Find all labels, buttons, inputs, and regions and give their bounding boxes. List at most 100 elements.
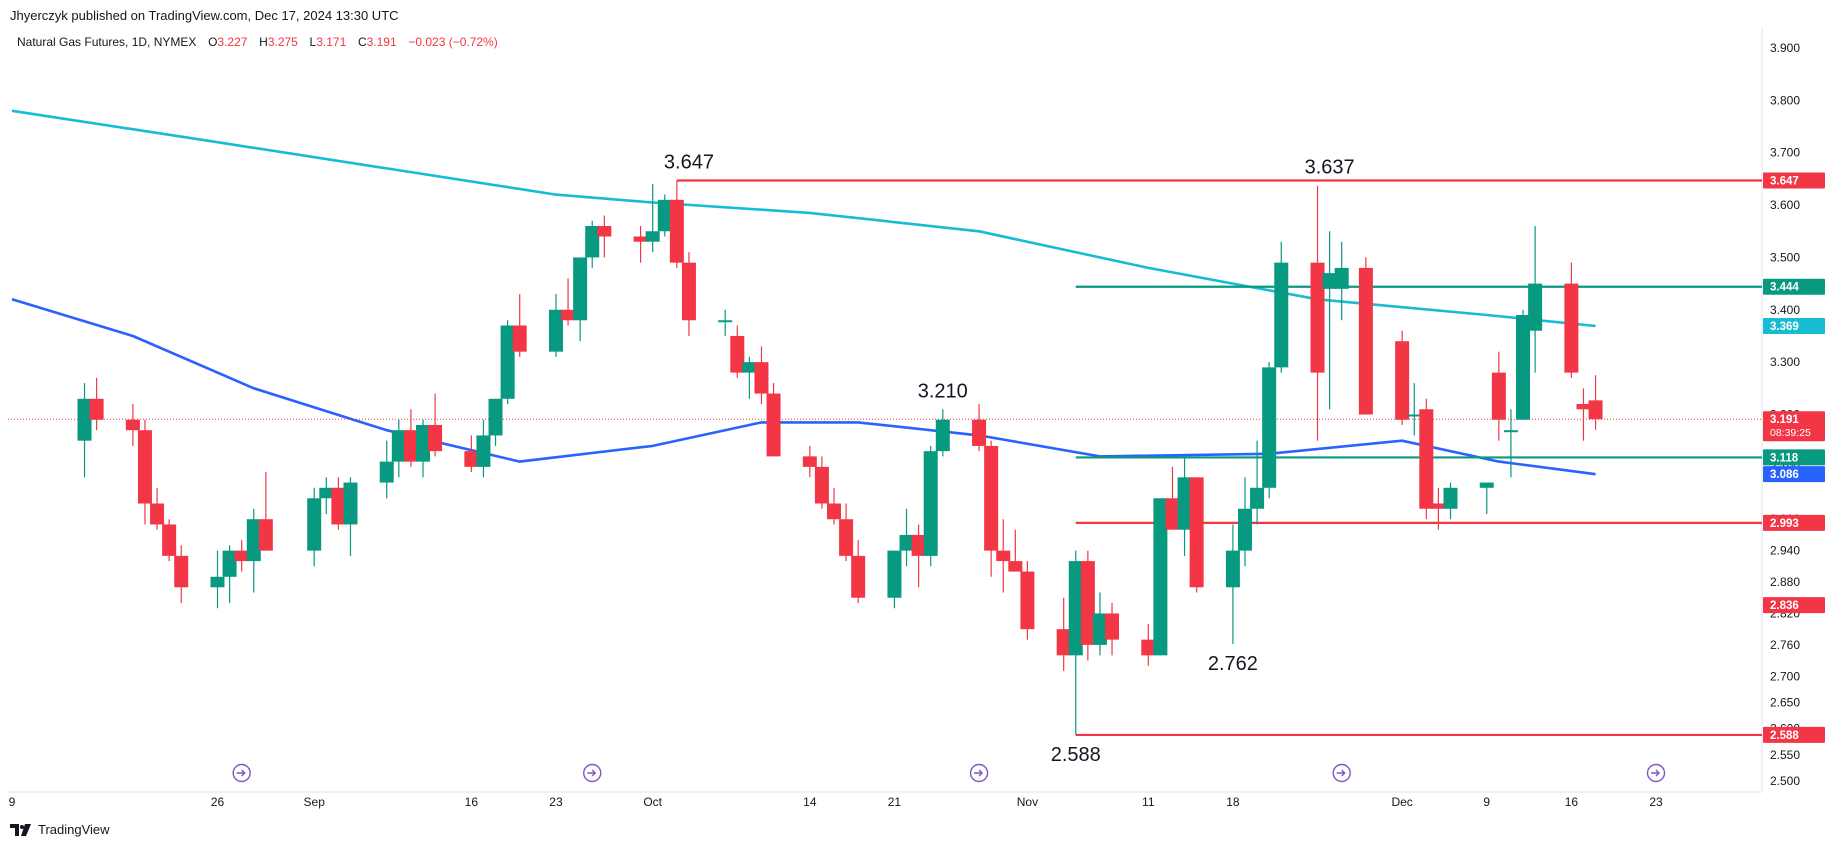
price-tag-bg: [1763, 514, 1825, 531]
tradingview-logo[interactable]: TradingView: [10, 822, 110, 837]
countdown-label: 08:39:25: [1770, 427, 1811, 439]
price-annotation: 3.637: [1305, 157, 1355, 179]
candle-up: [1443, 487, 1458, 509]
candles: [77, 180, 1603, 735]
price-tag-bg: [1763, 278, 1825, 295]
close-label: C: [357, 35, 367, 49]
candle-down: [1358, 267, 1373, 415]
candle-up: [718, 320, 733, 323]
price-annotation: 2.762: [1208, 653, 1258, 675]
candle-up: [77, 398, 92, 441]
x-tick-label: 18: [1226, 795, 1240, 809]
candle-down: [1395, 341, 1410, 420]
price-tag-label: 2.836: [1770, 600, 1799, 612]
x-tick-label: 26: [211, 795, 225, 809]
price-tag-bg: [1763, 726, 1825, 743]
open-label: O: [208, 35, 218, 49]
price-tag-bg: [1763, 411, 1825, 442]
x-tick-label: 11: [1142, 795, 1155, 809]
y-tick-label: 2.700: [1770, 669, 1800, 683]
event-marker-icon[interactable]: [1332, 763, 1351, 783]
candle-down: [331, 487, 346, 525]
candle-down: [1189, 477, 1204, 588]
candle-down: [839, 519, 854, 556]
x-tick-label: 14: [803, 795, 817, 809]
event-marker-icon[interactable]: [583, 763, 602, 783]
candle-down: [827, 503, 841, 520]
candle-up: [657, 199, 672, 232]
low-value: 3.171: [316, 35, 347, 49]
candle-up: [1516, 315, 1531, 420]
candle-up: [1262, 367, 1277, 488]
candle-down: [996, 550, 1011, 562]
price-tag-label: 3.647: [1770, 175, 1799, 187]
price-tag-label: 2.993: [1770, 518, 1799, 530]
candle-up: [319, 487, 334, 499]
attribution-text: Jhyerczyk published on TradingView.com, …: [10, 8, 399, 23]
candle-down: [258, 519, 273, 551]
candle-down: [597, 226, 612, 237]
x-tick-label: 16: [1565, 795, 1579, 809]
y-tick-label: 3.500: [1770, 250, 1800, 264]
candle-up: [548, 309, 563, 352]
price-tag-label: 3.444: [1770, 282, 1799, 294]
price-tag-bg: [1763, 172, 1825, 189]
x-tick-label: Nov: [1017, 795, 1038, 809]
candle-down: [984, 445, 999, 551]
tradingview-logo-icon: [10, 823, 31, 836]
event-marker-arrow: [1651, 769, 1660, 777]
price-tag-label: 3.086: [1770, 469, 1799, 481]
candle-down: [754, 362, 769, 394]
event-marker-icon[interactable]: [969, 763, 989, 783]
candle-down: [150, 503, 165, 525]
event-marker-icon[interactable]: [1646, 763, 1666, 783]
y-tick-label: 3.600: [1770, 198, 1800, 212]
candle-up: [1274, 262, 1289, 368]
symbol-title: Natural Gas Futures, 1D, NYMEX: [17, 35, 197, 49]
candle-down: [89, 398, 104, 420]
x-tick-label: Dec: [1391, 795, 1412, 809]
candle-down: [561, 309, 576, 321]
y-tick-label: 3.800: [1770, 93, 1800, 107]
candle-up: [1250, 487, 1265, 509]
candle-up: [246, 519, 261, 562]
candle-down: [1419, 409, 1434, 509]
candle-down: [1165, 498, 1180, 530]
candle-down: [911, 534, 926, 556]
candle-down: [1008, 561, 1023, 572]
change-value: −0.023 (−0.72%): [408, 35, 498, 49]
candle-down: [1056, 629, 1071, 656]
candle-up: [585, 226, 600, 258]
candle-down: [125, 419, 140, 431]
x-tick-label: Oct: [643, 795, 662, 809]
y-tick-label: 2.880: [1770, 575, 1800, 589]
moving-average-long: [11, 109, 1596, 328]
close-value: 3.191: [366, 35, 397, 49]
candle-up: [742, 362, 757, 373]
event-marker-icon[interactable]: [232, 763, 251, 783]
price-annotation: 3.647: [664, 151, 714, 173]
candle-up: [1153, 498, 1168, 656]
event-markers: [232, 763, 1666, 783]
candle-up: [416, 424, 430, 462]
annotations: 3.647 3.637 3.210 2.762 2.588: [664, 151, 1355, 765]
time-axis[interactable]: 9 26 Sep 16 23 Oct 14 21 Nov 11 18 Dec 9 16 23: [9, 795, 1663, 809]
candle-down: [512, 325, 527, 352]
candle-up: [1322, 273, 1337, 289]
candle-down: [1576, 404, 1591, 410]
y-tick-label: 3.300: [1770, 355, 1800, 369]
candle-up: [1238, 508, 1252, 551]
price-tag-label: 3.191: [1770, 414, 1799, 426]
candle-down: [1141, 639, 1156, 656]
candle-up: [1334, 267, 1349, 289]
candle-up: [573, 257, 588, 321]
candle-up: [1092, 613, 1107, 645]
candle-up: [887, 550, 902, 598]
x-tick-label: 23: [549, 795, 563, 809]
candle-down: [1588, 400, 1603, 420]
price-tag-label: 3.118: [1770, 452, 1799, 464]
candle-up: [476, 435, 491, 467]
candle-up: [343, 482, 358, 525]
candle-down: [1080, 561, 1095, 645]
